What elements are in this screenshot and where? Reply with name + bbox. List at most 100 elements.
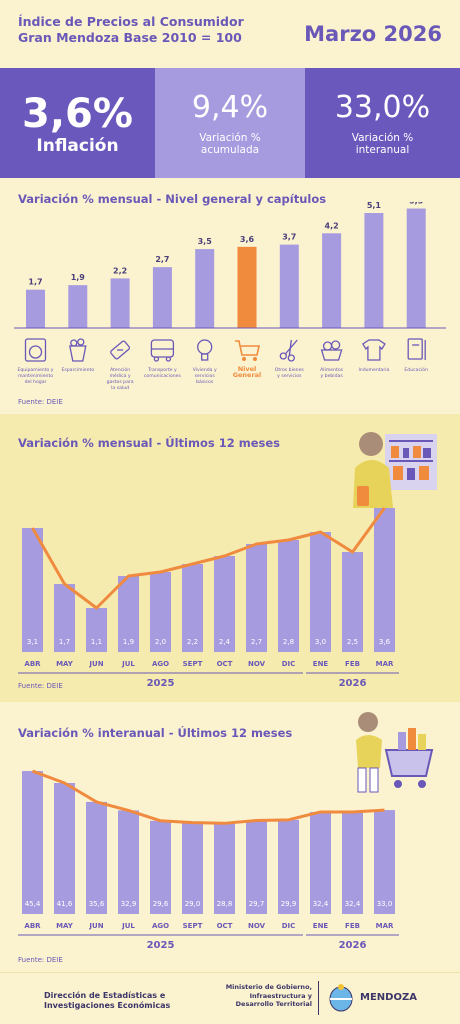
chapter-category-label: comunicaciones bbox=[144, 373, 182, 379]
month-bar bbox=[86, 608, 107, 652]
month-bar bbox=[54, 783, 75, 914]
chapter-value-label: 1,9 bbox=[71, 273, 86, 282]
chapter-value-label: 3,7 bbox=[282, 233, 296, 242]
chapter-value-label: 2,2 bbox=[113, 266, 127, 275]
month-value-label: 3,6 bbox=[379, 638, 391, 646]
chapter-bar bbox=[364, 213, 384, 328]
chapter-category-label: Alimentos bbox=[320, 367, 344, 373]
monthly-chart: 3,1 ABR 1,7 MAY 1,1 JUN 1,9 JUL 2,0 AGO 2,2 SEPT 2,4… bbox=[18, 507, 399, 689]
month-bar bbox=[150, 572, 171, 652]
bus-icon bbox=[150, 339, 175, 362]
shopping-cart-icon bbox=[235, 340, 260, 361]
footer-ministry-line3: Desarrollo Territorial bbox=[235, 1000, 312, 1008]
month-bar bbox=[374, 810, 395, 914]
trend-line bbox=[31, 507, 386, 610]
month-value-label: 2,4 bbox=[219, 638, 231, 646]
chapter-category-label: servicios bbox=[195, 373, 216, 379]
month-tick-label: MAR bbox=[376, 660, 394, 668]
chapter-bar bbox=[322, 233, 342, 328]
footer-org: Dirección de Estadísticas e Investigacio… bbox=[44, 991, 170, 1011]
kpi-value: 3,6% bbox=[22, 91, 133, 137]
year-label: 2026 bbox=[339, 940, 367, 951]
food-basket-icon bbox=[320, 340, 343, 361]
month-value-label: 3,1 bbox=[27, 638, 38, 646]
chapter-value-label: 2,7 bbox=[155, 255, 169, 264]
chapter-bar bbox=[26, 289, 45, 328]
chapter-category-label: Atención bbox=[110, 366, 130, 373]
month-tick-label: MAY bbox=[56, 660, 74, 668]
month-bar bbox=[374, 508, 395, 652]
month-bar bbox=[86, 801, 107, 914]
month-bar bbox=[214, 823, 235, 914]
month-value-label: 2,0 bbox=[155, 638, 166, 646]
kpi-label-line2: acumulada bbox=[200, 144, 260, 156]
chapters-chart-title: Variación % mensual - Nivel general y ca… bbox=[18, 192, 327, 206]
month-bar bbox=[342, 811, 363, 914]
month-tick-label: OCT bbox=[217, 660, 233, 668]
kpi-label-line1: Variación % bbox=[199, 132, 261, 144]
month-tick-label: NOV bbox=[248, 660, 266, 668]
month-bar bbox=[22, 528, 43, 652]
month-bar bbox=[54, 584, 75, 652]
chapter-category-label: Educación bbox=[404, 366, 428, 373]
chapter-bar bbox=[279, 244, 299, 328]
month-bar bbox=[246, 544, 267, 652]
month-value-label: 32,9 bbox=[121, 900, 137, 908]
washing-machine-icon bbox=[24, 338, 47, 362]
month-bar bbox=[22, 771, 43, 914]
bulb-icon bbox=[197, 339, 213, 361]
chapter-bar bbox=[110, 278, 130, 328]
chapter-bar bbox=[68, 285, 88, 328]
chapter-category-label: y bebidas bbox=[320, 373, 343, 379]
interannual-section: Variación % interanual - Últimos 12 mese… bbox=[0, 704, 460, 972]
title-line-1: Índice de Precios al Consumidor bbox=[18, 14, 244, 29]
footer-ministry-line2: Infraestructura y bbox=[249, 991, 312, 1000]
cart-illustration bbox=[348, 710, 440, 796]
interannual-chart-title: Variación % interanual - Últimos 12 mese… bbox=[18, 726, 293, 740]
month-tick-label: DIC bbox=[282, 922, 296, 930]
chapter-category-label: la salud bbox=[111, 385, 129, 391]
month-tick-label: FEB bbox=[345, 922, 360, 930]
month-bar bbox=[118, 810, 139, 914]
month-tick-label: AGO bbox=[152, 660, 169, 668]
month-value-label: 3,0 bbox=[315, 638, 326, 646]
month-tick-label: ABR bbox=[24, 922, 41, 930]
month-bar bbox=[150, 820, 171, 914]
chapter-category-label: Indumentaria bbox=[358, 367, 389, 373]
chapter-value-label: 3,5 bbox=[198, 237, 213, 246]
month-value-label: 29,0 bbox=[185, 900, 201, 908]
kpi-value: 9,4% bbox=[191, 90, 269, 125]
month-bar bbox=[310, 532, 331, 652]
month-bar bbox=[246, 820, 267, 914]
month-tick-label: MAR bbox=[376, 922, 394, 930]
chapter-category-label: Transporte y bbox=[147, 367, 177, 373]
month-tick-label: SEPT bbox=[183, 922, 203, 930]
chapter-category-label: del hogar bbox=[25, 379, 47, 385]
chapter-category-label: General bbox=[233, 371, 262, 379]
kpi-label: Inflación bbox=[36, 136, 119, 156]
footer-ministry: Ministerio de Gobierno, Infraestructura … bbox=[218, 983, 312, 1009]
chapter-category-label: y servicios bbox=[277, 373, 302, 379]
chapter-value-label: 3,6 bbox=[240, 235, 255, 244]
month-value-label: 2,7 bbox=[251, 638, 262, 646]
month-value-label: 2,2 bbox=[187, 638, 198, 646]
month-value-label: 32,4 bbox=[345, 900, 361, 908]
chapter-value-label: 5,3 bbox=[409, 202, 423, 206]
month-tick-label: NOV bbox=[248, 922, 266, 930]
month-bar bbox=[342, 552, 363, 652]
scissors-icon bbox=[279, 339, 298, 362]
year-label: 2025 bbox=[147, 678, 175, 689]
chapter-category-label: Equipamiento y bbox=[17, 367, 53, 373]
shirt-icon bbox=[362, 339, 386, 361]
footer-org-line1: Dirección de Estadísticas e bbox=[44, 991, 166, 1000]
shopper-icon bbox=[353, 432, 437, 508]
cart-shopper-icon bbox=[356, 712, 434, 793]
book-icon bbox=[407, 338, 426, 360]
chapter-bar bbox=[237, 246, 257, 328]
month-value-label: 29,9 bbox=[281, 900, 297, 908]
month-bar bbox=[182, 822, 203, 914]
kpi-label: Variación % acumulada bbox=[155, 132, 305, 156]
kpi-inflation: 3,6% Inflación bbox=[0, 68, 155, 178]
chapter-category-label: Nivel bbox=[238, 365, 257, 373]
